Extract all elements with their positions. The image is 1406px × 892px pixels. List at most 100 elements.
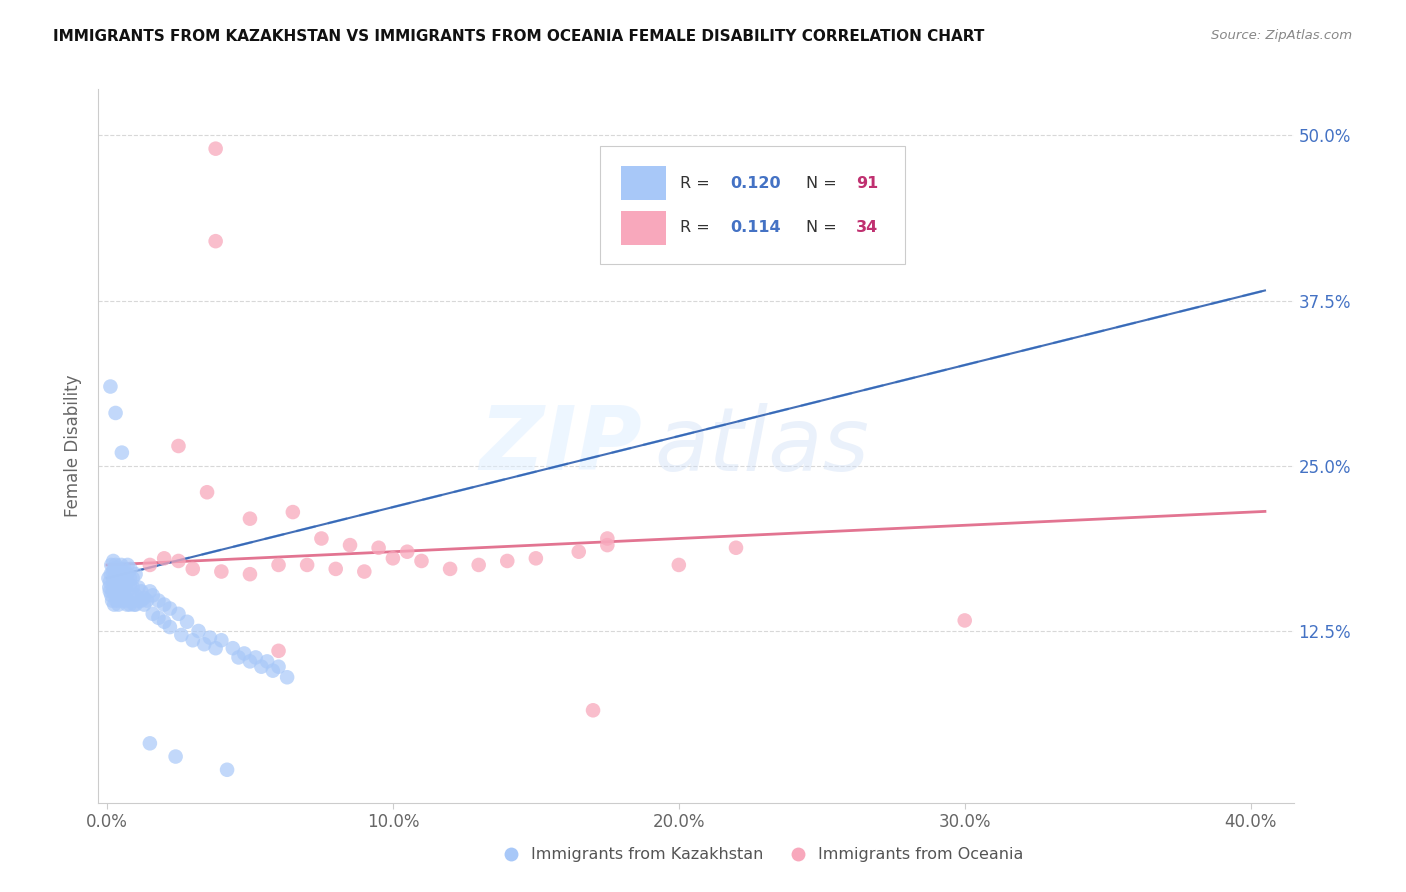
Point (159, 601, 181, 615)
Point (103, 562, 125, 576)
Point (153, 615, 176, 629)
Point (122, 598, 145, 612)
Point (198, 631, 221, 645)
Point (105, 571, 128, 585)
Point (193, 637, 215, 651)
Point (170, 628, 193, 642)
Point (101, 584, 124, 599)
Point (112, 571, 135, 585)
Point (112, 588, 135, 602)
Point (98, 581, 121, 595)
Point (142, 607, 165, 621)
Point (167, 439, 190, 453)
Point (108, 562, 131, 576)
Point (103, 554, 125, 568)
Point (110, 575, 132, 590)
Point (153, 598, 176, 612)
Point (98, 575, 121, 590)
Bar (620, 211, 666, 244)
Point (353, 565, 375, 579)
Point (115, 567, 138, 582)
Point (117, 558, 139, 572)
Point (724, 541, 747, 555)
Point (121, 571, 143, 585)
Point (439, 562, 461, 576)
Text: 0.120: 0.120 (731, 176, 782, 191)
Point (97, 571, 120, 585)
Point (165, 749, 187, 764)
Point (101, 593, 124, 607)
Point (228, 650, 250, 665)
Point (148, 611, 170, 625)
Point (187, 624, 209, 638)
Point (142, 588, 165, 602)
Point (159, 620, 181, 634)
Y-axis label: Female Disability: Female Disability (65, 375, 83, 517)
Point (204, 142, 226, 156)
Text: 91: 91 (856, 176, 879, 191)
Point (381, 551, 404, 566)
Point (496, 554, 519, 568)
Point (107, 565, 129, 579)
Point (103, 598, 125, 612)
Text: Immigrants from Oceania: Immigrants from Oceania (818, 847, 1024, 862)
Point (107, 581, 129, 595)
Point (127, 593, 149, 607)
Point (276, 670, 298, 684)
Point (121, 593, 143, 607)
Point (524, 551, 547, 566)
Point (239, 567, 262, 582)
Point (134, 598, 156, 612)
FancyBboxPatch shape (600, 146, 905, 264)
Point (148, 593, 170, 607)
Point (153, 551, 176, 566)
Point (204, 234, 226, 248)
Point (117, 593, 139, 607)
Text: Source: ZipAtlas.com: Source: ZipAtlas.com (1212, 29, 1353, 42)
Text: 0.114: 0.114 (731, 220, 782, 235)
Point (167, 607, 190, 621)
Point (167, 554, 190, 568)
Point (582, 703, 605, 717)
Point (325, 562, 347, 576)
Text: R =: R = (681, 176, 716, 191)
Point (124, 598, 146, 612)
Text: N =: N = (806, 220, 842, 235)
Point (267, 644, 290, 658)
Point (103, 574, 125, 588)
Text: IMMIGRANTS FROM KAZAKHSTAN VS IMMIGRANTS FROM OCEANIA FEMALE DISABILITY CORRELAT: IMMIGRANTS FROM KAZAKHSTAN VS IMMIGRANTS… (53, 29, 984, 44)
Point (181, 633, 204, 648)
Point (105, 588, 128, 602)
Point (110, 558, 132, 572)
Point (110, 567, 132, 582)
Point (115, 598, 138, 612)
Point (139, 736, 162, 750)
Point (104, 558, 127, 572)
Point (467, 558, 489, 572)
Point (111, 578, 134, 592)
Point (98, 584, 121, 599)
Point (100, 567, 122, 582)
Point (311, 532, 333, 546)
Point (118, 598, 141, 612)
Point (100, 379, 122, 393)
Point (295, 558, 318, 572)
Point (668, 558, 690, 572)
Point (209, 565, 232, 579)
Point (596, 538, 619, 552)
Point (139, 558, 162, 572)
Point (134, 591, 156, 605)
Point (396, 545, 419, 559)
Point (124, 567, 146, 582)
Point (339, 538, 361, 552)
Point (250, 659, 273, 673)
Point (110, 584, 132, 599)
Text: atlas: atlas (654, 403, 869, 489)
Point (100, 558, 122, 572)
Point (131, 593, 153, 607)
Point (367, 541, 389, 555)
Point (107, 598, 129, 612)
Point (181, 562, 204, 576)
Point (568, 545, 591, 559)
Point (267, 659, 290, 673)
